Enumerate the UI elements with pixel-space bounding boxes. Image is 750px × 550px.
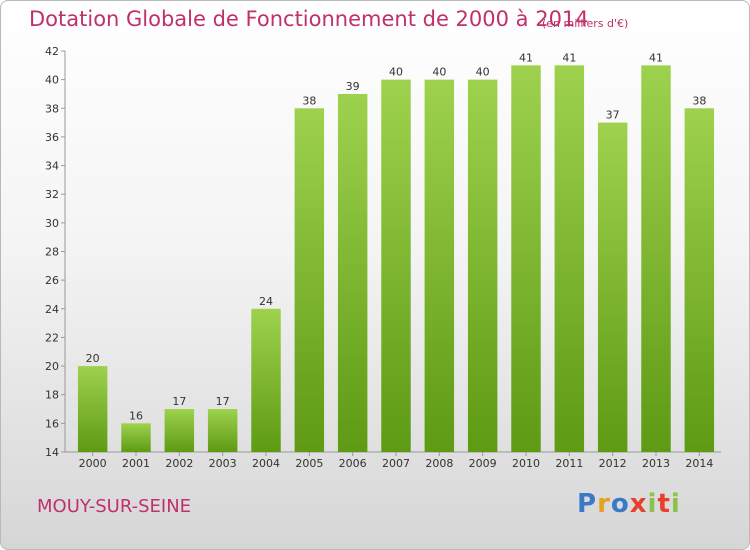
y-tick-label: 42 xyxy=(45,45,59,58)
y-tick-label: 34 xyxy=(45,160,59,173)
y-tick-label: 16 xyxy=(45,417,59,430)
bar xyxy=(121,423,151,452)
bar-value-label: 16 xyxy=(129,409,143,422)
y-tick-label: 26 xyxy=(45,274,59,287)
x-tick-label: 2004 xyxy=(252,457,280,470)
y-tick-label: 32 xyxy=(45,188,59,201)
y-tick-label: 22 xyxy=(45,331,59,344)
x-tick-label: 2005 xyxy=(295,457,323,470)
y-tick-label: 38 xyxy=(45,102,59,115)
bar-value-label: 40 xyxy=(389,66,403,79)
bar-value-label: 39 xyxy=(346,80,360,93)
bar xyxy=(294,108,325,453)
bar-value-label: 41 xyxy=(649,51,663,64)
x-tick-label: 2010 xyxy=(512,457,540,470)
bar-value-label: 38 xyxy=(302,94,316,107)
logo-letter: t xyxy=(657,489,671,519)
bar xyxy=(207,409,238,452)
bar-value-label: 17 xyxy=(216,395,230,408)
logo-letter: o xyxy=(610,489,630,519)
bar-value-label: 40 xyxy=(432,66,446,79)
bar-value-label: 38 xyxy=(692,94,706,107)
bar xyxy=(337,93,368,452)
y-tick-label: 18 xyxy=(45,389,59,402)
bar-value-label: 17 xyxy=(172,395,186,408)
bar-value-label: 41 xyxy=(562,51,576,64)
x-tick-label: 2013 xyxy=(642,457,670,470)
logo-letter: P xyxy=(577,489,598,519)
bar xyxy=(424,79,455,453)
x-tick-label: 2000 xyxy=(79,457,107,470)
x-tick-label: 2011 xyxy=(555,457,583,470)
bar xyxy=(641,65,671,453)
x-tick-label: 2014 xyxy=(685,457,713,470)
chart-title: Dotation Globale de Fonctionnement de 20… xyxy=(29,7,589,31)
logo-letter: i xyxy=(670,489,681,519)
x-tick-label: 2008 xyxy=(425,457,453,470)
bar-value-label: 40 xyxy=(476,66,490,79)
x-tick-label: 2006 xyxy=(339,457,367,470)
y-tick-label: 28 xyxy=(45,246,59,259)
bar xyxy=(77,366,108,452)
bar xyxy=(251,308,281,452)
x-tick-label: 2003 xyxy=(209,457,237,470)
bars: 20 16 17 17 24 38 39 40 40 40 41 41 37 41 38 xyxy=(77,51,715,453)
x-tick-label: 2009 xyxy=(469,457,497,470)
bar-value-label: 41 xyxy=(519,51,533,64)
bar-value-label: 24 xyxy=(259,295,273,308)
unit-label: (en milliers d'€) xyxy=(542,17,629,30)
bar xyxy=(467,79,498,453)
y-tick-label: 20 xyxy=(45,360,59,373)
y-tick-label: 14 xyxy=(45,446,59,459)
x-tick-label: 2001 xyxy=(122,457,150,470)
bar xyxy=(164,409,195,452)
logo-letter: i xyxy=(647,489,658,519)
bar xyxy=(684,108,715,453)
y-tick-label: 36 xyxy=(45,131,59,144)
y-tick-label: 24 xyxy=(45,303,59,316)
y-tick-label: 40 xyxy=(45,74,59,87)
bar xyxy=(597,122,628,452)
commune-name: MOUY-SUR-SEINE xyxy=(37,496,192,517)
logo-letter: r xyxy=(597,489,611,519)
bar-value-label: 37 xyxy=(606,109,620,122)
y-tick-label: 30 xyxy=(45,217,59,230)
bar xyxy=(554,65,585,453)
bar xyxy=(381,79,411,453)
proxiti-logo: Proxiti xyxy=(577,489,681,519)
axes: 14 16 18 20 22 24 26 28 30 32 34 36 38 40 42 2000 2001 20… xyxy=(45,45,721,470)
x-tick-label: 2012 xyxy=(599,457,627,470)
x-tick-label: 2002 xyxy=(165,457,193,470)
bar-value-label: 20 xyxy=(86,352,100,365)
logo-letter: x xyxy=(629,489,648,519)
bar xyxy=(511,65,541,453)
x-tick-label: 2007 xyxy=(382,457,410,470)
